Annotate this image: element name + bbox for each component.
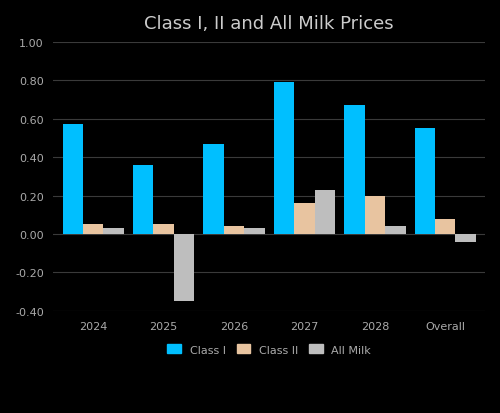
Bar [456,235,476,242]
Title: Class I, II and All Milk Prices: Class I, II and All Milk Prices [144,15,394,33]
Bar [204,145,224,235]
Bar [154,225,174,235]
Bar [385,227,406,235]
Legend: Class I, Class II, All Milk: Class I, Class II, All Milk [163,340,376,359]
Bar [314,190,335,235]
Bar [224,227,244,235]
Bar [414,129,435,235]
Bar [62,125,83,235]
Bar [104,229,124,235]
Bar [274,83,294,235]
Bar [174,235,195,301]
Bar [435,219,456,235]
Bar [133,166,154,235]
Bar [244,229,264,235]
Bar [364,196,385,235]
Bar [294,204,314,235]
Bar [344,106,364,235]
Bar [83,225,103,235]
